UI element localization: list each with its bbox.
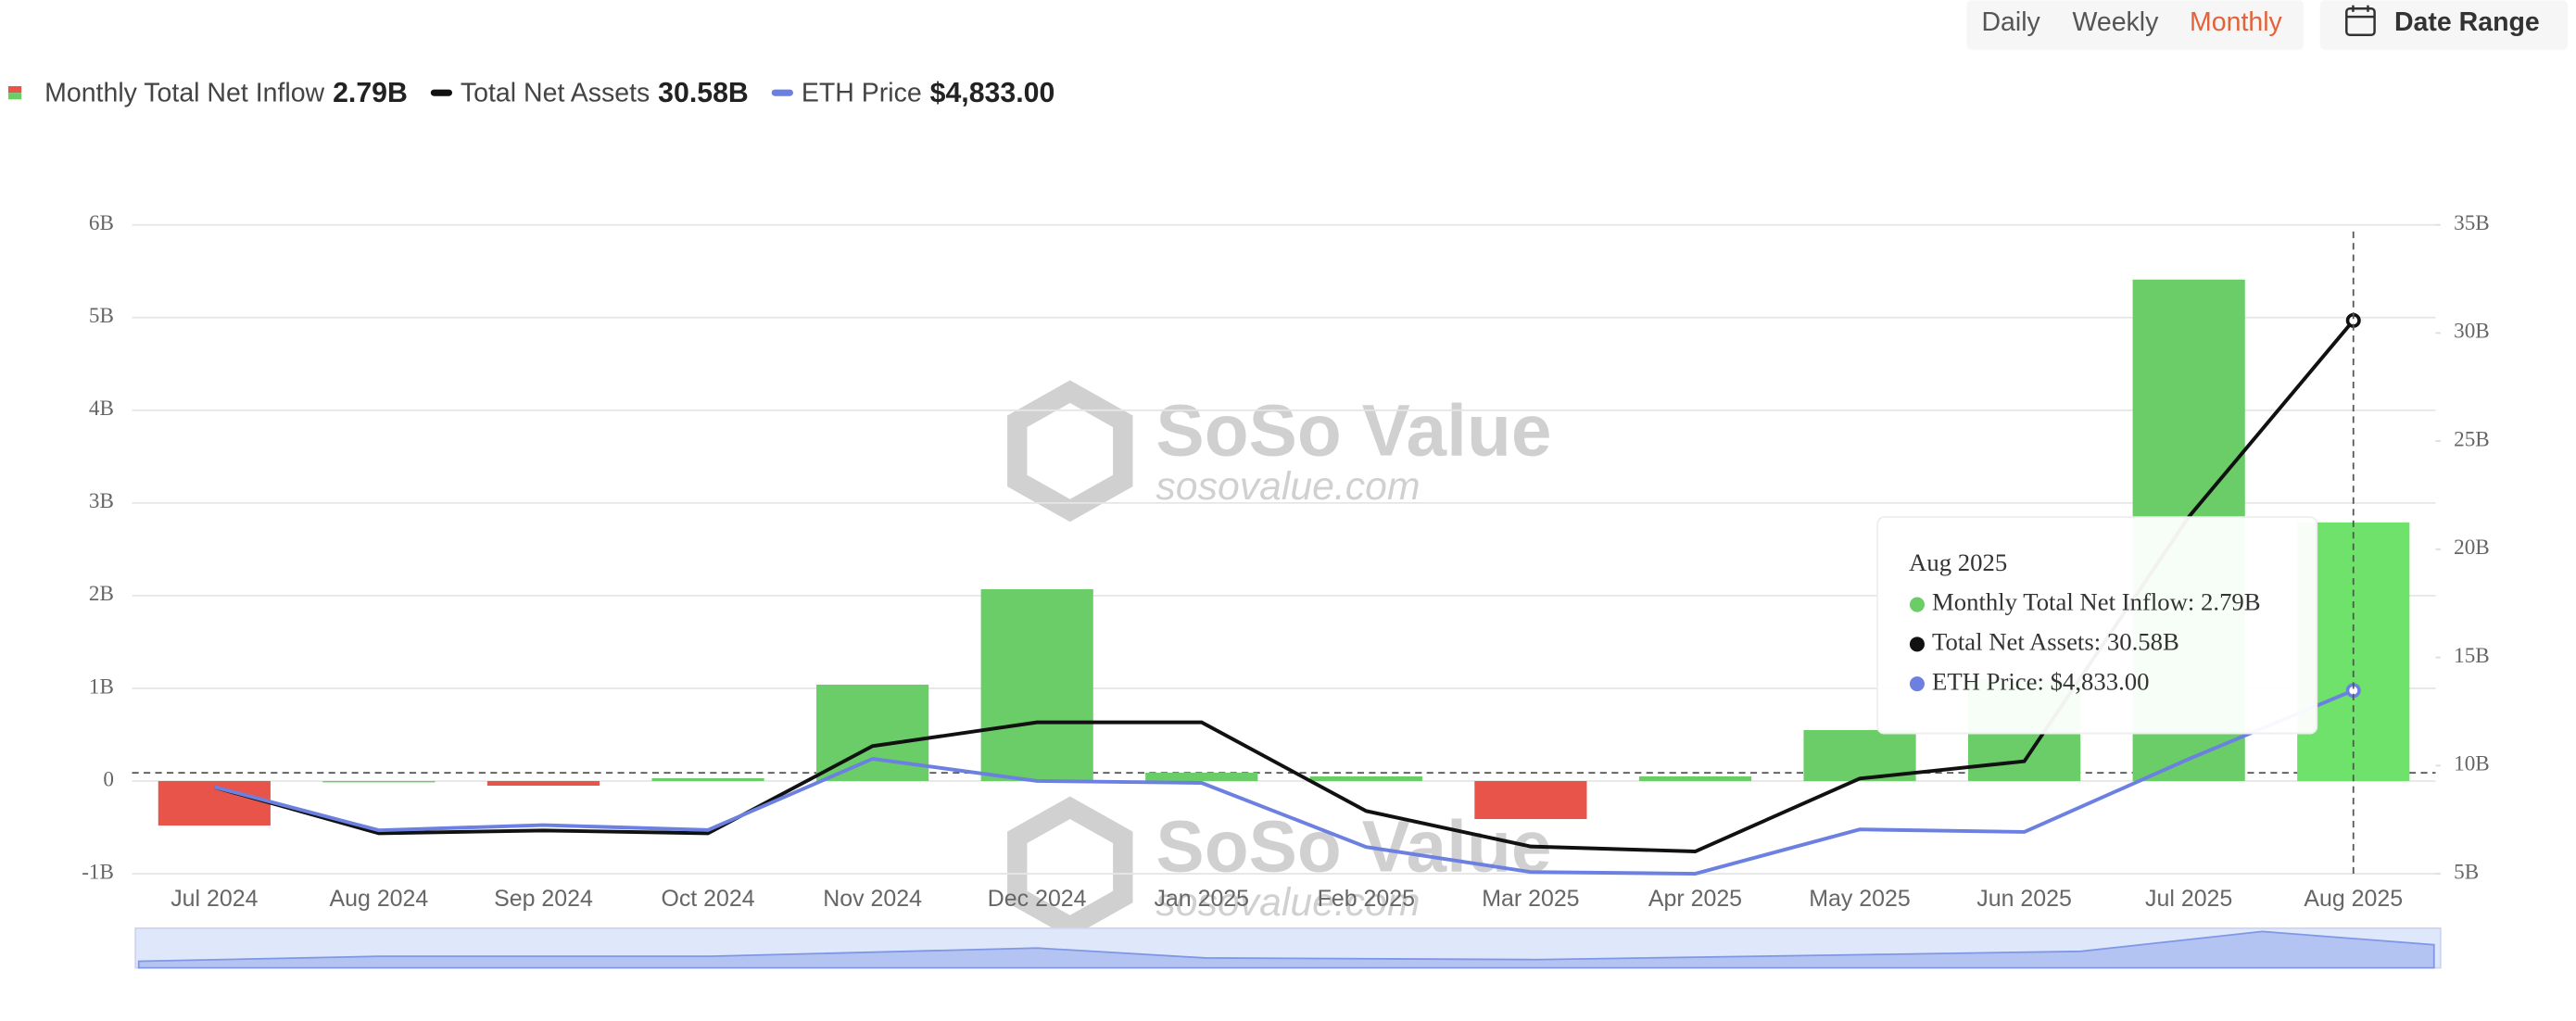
line xyxy=(213,319,2355,853)
x-tick-label: Jul 2025 xyxy=(2145,886,2232,912)
legend-swatch xyxy=(771,89,793,96)
x-tick-label: Nov 2024 xyxy=(823,886,922,912)
bar xyxy=(651,778,764,782)
y2-tick-label: 5B xyxy=(2454,860,2479,884)
zoom-shape xyxy=(137,930,2435,969)
x-tick-label: Feb 2025 xyxy=(1318,886,1415,912)
watermark-site: sosovalue.com xyxy=(1155,464,1420,509)
tooltip: Aug 2025 Monthly Total Net Inflow: 2.79B T… xyxy=(1876,516,2318,735)
x-tick-label: Jun 2025 xyxy=(1976,886,2072,912)
tooltip-dot xyxy=(1909,637,1925,652)
y2-tick-label: 30B xyxy=(2454,320,2490,344)
y-tick-label: 6B xyxy=(89,211,114,235)
tooltip-box xyxy=(1876,516,2318,735)
bar xyxy=(486,781,600,787)
legend-swatch xyxy=(7,93,22,100)
y2-tick-label: 25B xyxy=(2454,427,2490,451)
tooltip-item: Monthly Total Net Inflow: 2.79B xyxy=(1932,588,2261,616)
tooltip-dot xyxy=(1909,597,1925,612)
y-tick-label: 1B xyxy=(89,674,114,699)
x-tick-label: Jan 2025 xyxy=(1154,886,1249,912)
y-tick-label: 4B xyxy=(89,397,114,421)
watermark-logo xyxy=(1007,796,1133,939)
y2-tick-label: 15B xyxy=(2454,644,2490,668)
legend-swatch xyxy=(7,86,22,94)
y-tick-label: 2B xyxy=(89,582,114,606)
bar xyxy=(322,781,436,783)
x-tick-label: Dec 2024 xyxy=(988,886,1087,912)
y2-tick-label: 35B xyxy=(2454,211,2490,235)
watermark-logo xyxy=(1007,380,1133,523)
watermark-site: sosovalue.com xyxy=(1155,880,1420,925)
x-tick-label: Aug 2024 xyxy=(330,886,429,912)
date-range-button[interactable] xyxy=(2319,0,2569,50)
legend-value: $4,833.00 xyxy=(930,78,1055,108)
x-tick-label: Oct 2024 xyxy=(661,886,754,912)
x-tick-label: Apr 2025 xyxy=(1648,886,1742,912)
x-tick-label: Mar 2025 xyxy=(1482,886,1579,912)
legend-label: Total Net Assets xyxy=(461,78,650,107)
tooltip-dot xyxy=(1909,676,1925,692)
y-tick-label: 5B xyxy=(89,304,114,328)
bar xyxy=(1803,729,1916,782)
tooltip-title: Aug 2025 xyxy=(1909,548,2007,576)
legend-label: Monthly Total Net Inflow xyxy=(44,78,324,107)
line xyxy=(213,688,2355,876)
x-tick-label: Sep 2024 xyxy=(494,886,593,912)
x-tick-label: Jul 2024 xyxy=(170,886,258,912)
bar xyxy=(1145,772,1258,782)
legend-label: ETH Price xyxy=(802,78,922,107)
legend-value: 30.58B xyxy=(658,78,749,108)
period-button[interactable]: Daily xyxy=(1981,7,2040,37)
period-switch xyxy=(1966,0,2304,50)
calendar-icon xyxy=(2345,5,2376,37)
y2-tick-label: 20B xyxy=(2454,536,2490,560)
period-button[interactable]: Monthly xyxy=(2190,7,2283,37)
x-tick-label: May 2025 xyxy=(1809,886,1911,912)
watermark-brand: SoSo Value xyxy=(1155,390,1551,472)
tooltip-item: ETH Price: $4,833.00 xyxy=(1932,667,2150,695)
legend-swatch xyxy=(430,89,453,96)
y-tick-label: -1B xyxy=(82,860,114,884)
y-tick-label: 3B xyxy=(89,489,114,513)
x-tick-label: Aug 2025 xyxy=(2304,886,2403,912)
bar xyxy=(1309,775,1422,782)
bar xyxy=(1474,781,1587,820)
bar xyxy=(980,588,1093,782)
legend-value: 2.79B xyxy=(333,78,408,108)
tooltip-item: Total Net Assets: 30.58B xyxy=(1932,627,2179,655)
period-button[interactable]: Weekly xyxy=(2072,7,2159,37)
y2-tick-label: 10B xyxy=(2454,752,2490,776)
y-tick-label: 0 xyxy=(103,767,114,791)
bar xyxy=(1638,775,1752,782)
date-range-label[interactable]: Date Range xyxy=(2394,7,2540,37)
